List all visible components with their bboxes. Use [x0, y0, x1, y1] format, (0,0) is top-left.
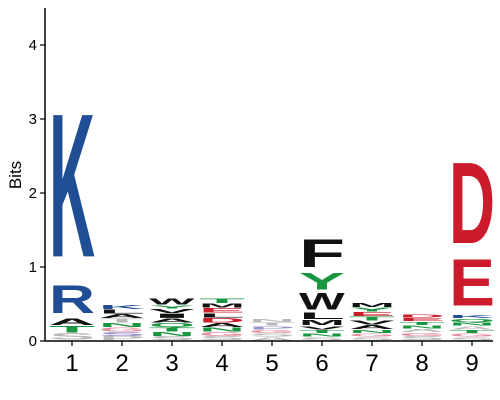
logo-glyph: A	[99, 313, 145, 319]
logo-glyph: N	[299, 333, 345, 338]
logo-glyph: E	[449, 246, 495, 321]
logo-glyph: S	[249, 333, 295, 338]
y-axis-title: Bits	[6, 161, 25, 189]
logo-glyph: P	[249, 325, 295, 330]
logo-glyph: G	[449, 333, 495, 338]
logo-glyph: T	[449, 329, 495, 334]
y-ticks-layer: 0 1 2 3 4	[29, 37, 45, 350]
logo-glyph: M	[299, 319, 345, 327]
logo-glyph: N	[449, 322, 495, 327]
logo-glyph: A	[149, 318, 195, 324]
x-tick-label: 8	[415, 350, 428, 377]
logo-glyph: I	[149, 312, 195, 319]
logo-glyph: A	[249, 336, 295, 341]
logo-glyph: N	[249, 318, 295, 323]
logo-glyph: D	[199, 317, 245, 324]
logo-glyph: Q	[149, 322, 195, 328]
logo-glyph: L	[99, 309, 145, 315]
logo-glyph: A	[199, 322, 245, 328]
logo-glyph: T	[299, 329, 345, 334]
logo-glyph: F	[299, 231, 345, 276]
logo-glyph: T	[399, 321, 445, 326]
logo-glyph: A	[49, 317, 95, 327]
logo-glyph: Y	[149, 305, 195, 310]
logo-glyph: V	[299, 325, 346, 330]
axes-layer	[44, 8, 493, 342]
x-tick-label: 4	[215, 350, 228, 377]
logo-glyph: W	[299, 288, 346, 315]
logo-glyph: K	[99, 304, 146, 310]
y-tick-label: 2	[29, 185, 37, 202]
logo-glyph: E	[199, 307, 245, 314]
logo-glyph: D	[449, 138, 495, 268]
logo-glyph: L	[299, 311, 345, 321]
logo-glyph-layer: STARKPSGNTALKSNTQAIVYWSGNADLEMTASGPTNSNT…	[49, 71, 496, 341]
x-tick-label: 6	[315, 350, 328, 377]
logo-glyph: N	[349, 329, 395, 334]
y-tick-label: 3	[29, 111, 37, 128]
logo-glyph: T	[199, 298, 246, 305]
logo-glyph: N	[199, 327, 245, 333]
logo-glyph: V	[149, 308, 196, 314]
logo-glyph: T	[349, 316, 396, 322]
logo-glyph: L	[199, 313, 245, 319]
logo-glyph: S	[149, 336, 195, 342]
logo-glyph: A	[349, 324, 395, 330]
y-tick-label: 1	[29, 259, 37, 276]
logo-glyph: R	[49, 278, 95, 323]
logo-glyph: G	[199, 331, 245, 337]
logo-glyph: S	[199, 336, 245, 342]
logo-glyph: S	[449, 336, 495, 341]
x-tick-label: 5	[265, 350, 278, 377]
logo-glyph: E	[399, 317, 445, 322]
x-tick-label: 9	[465, 350, 478, 377]
x-ticks-layer: 1 2 3 4 5 6 7 8 9	[65, 341, 479, 377]
y-tick-label: 4	[29, 37, 37, 54]
logo-glyph: N	[399, 324, 445, 329]
logo-glyph: S	[399, 336, 445, 342]
logo-glyph: Q	[449, 318, 495, 323]
logo-glyph: S	[49, 332, 95, 342]
logo-glyph: E	[349, 311, 395, 317]
logo-glyph: S	[349, 336, 395, 341]
logo-glyph: K	[449, 314, 496, 319]
logo-glyph: S	[99, 331, 145, 337]
logo-glyph: M	[199, 303, 245, 309]
logo-glyph: W	[149, 297, 195, 306]
logo-glyph: N	[149, 331, 195, 337]
logo-glyph: K	[49, 71, 95, 301]
y-tick-label: 0	[29, 333, 37, 350]
logo-glyph: G	[99, 327, 145, 333]
x-tick-label: 1	[65, 350, 78, 377]
logo-glyph: G	[249, 329, 295, 334]
logo-glyph: M	[349, 302, 395, 308]
logo-glyph: P	[99, 336, 145, 342]
logo-glyph: S	[299, 336, 345, 341]
logo-glyph: N	[99, 322, 145, 328]
logo-glyph: G	[349, 333, 395, 338]
logo-glyph: A	[449, 325, 495, 330]
logo-glyph: D	[399, 313, 445, 318]
logo-glyph: G	[399, 332, 445, 337]
logo-glyph: T	[99, 318, 146, 324]
logo-glyph: V	[349, 320, 396, 326]
logo-glyph: T	[249, 322, 295, 327]
x-tick-label: 7	[365, 350, 378, 377]
logo-glyph: A	[399, 328, 445, 333]
logo-glyph: T	[49, 324, 95, 334]
logo-glyph: T	[149, 327, 196, 333]
x-tick-label: 2	[115, 350, 128, 377]
logo-glyph: Y	[299, 268, 345, 295]
logo-glyph: Y	[349, 307, 395, 313]
x-tick-label: 3	[165, 350, 178, 377]
